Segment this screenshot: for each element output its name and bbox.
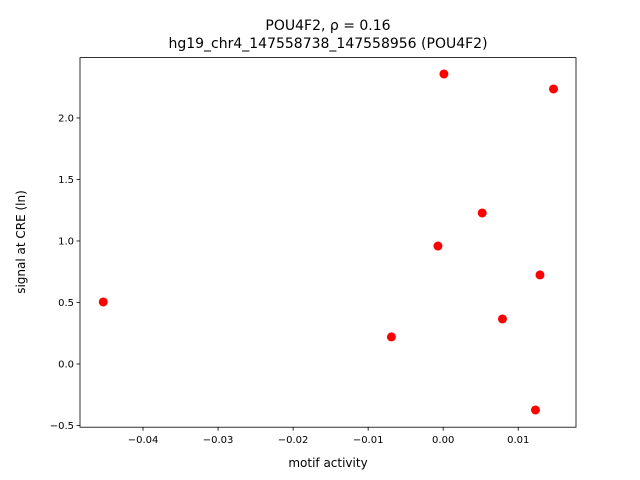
- x-axis-label: motif activity: [288, 456, 367, 470]
- point: [530, 405, 540, 415]
- x-tick-label: −0.02: [278, 435, 309, 446]
- y-tick-label: 1.5: [58, 175, 74, 186]
- y-tick-label: 0.5: [58, 298, 74, 309]
- point: [497, 314, 507, 324]
- x-tick-label: −0.01: [353, 435, 384, 446]
- x-tick-label: 0.01: [507, 435, 529, 446]
- chart-title: POU4F2, ρ = 0.16: [265, 18, 390, 34]
- x-tick-label: −0.04: [128, 435, 159, 446]
- point: [535, 270, 545, 280]
- x-tick-label: −0.03: [203, 435, 234, 446]
- point: [433, 241, 443, 251]
- point: [477, 208, 487, 218]
- point: [548, 84, 558, 94]
- y-axis-label: signal at CRE (ln): [14, 190, 28, 294]
- y-tick-label: 2.0: [58, 113, 74, 124]
- point: [439, 69, 449, 79]
- y-tick-label: 0.0: [58, 359, 74, 370]
- chart-subtitle: hg19_chr4_147558738_147558956 (POU4F2): [168, 36, 487, 52]
- point: [386, 332, 396, 342]
- y-tick-label: 1.0: [58, 236, 74, 247]
- point: [98, 297, 108, 307]
- y-tick-label: −0.5: [50, 421, 74, 432]
- plot-frame: [79, 57, 577, 428]
- x-tick-label: 0.00: [432, 435, 454, 446]
